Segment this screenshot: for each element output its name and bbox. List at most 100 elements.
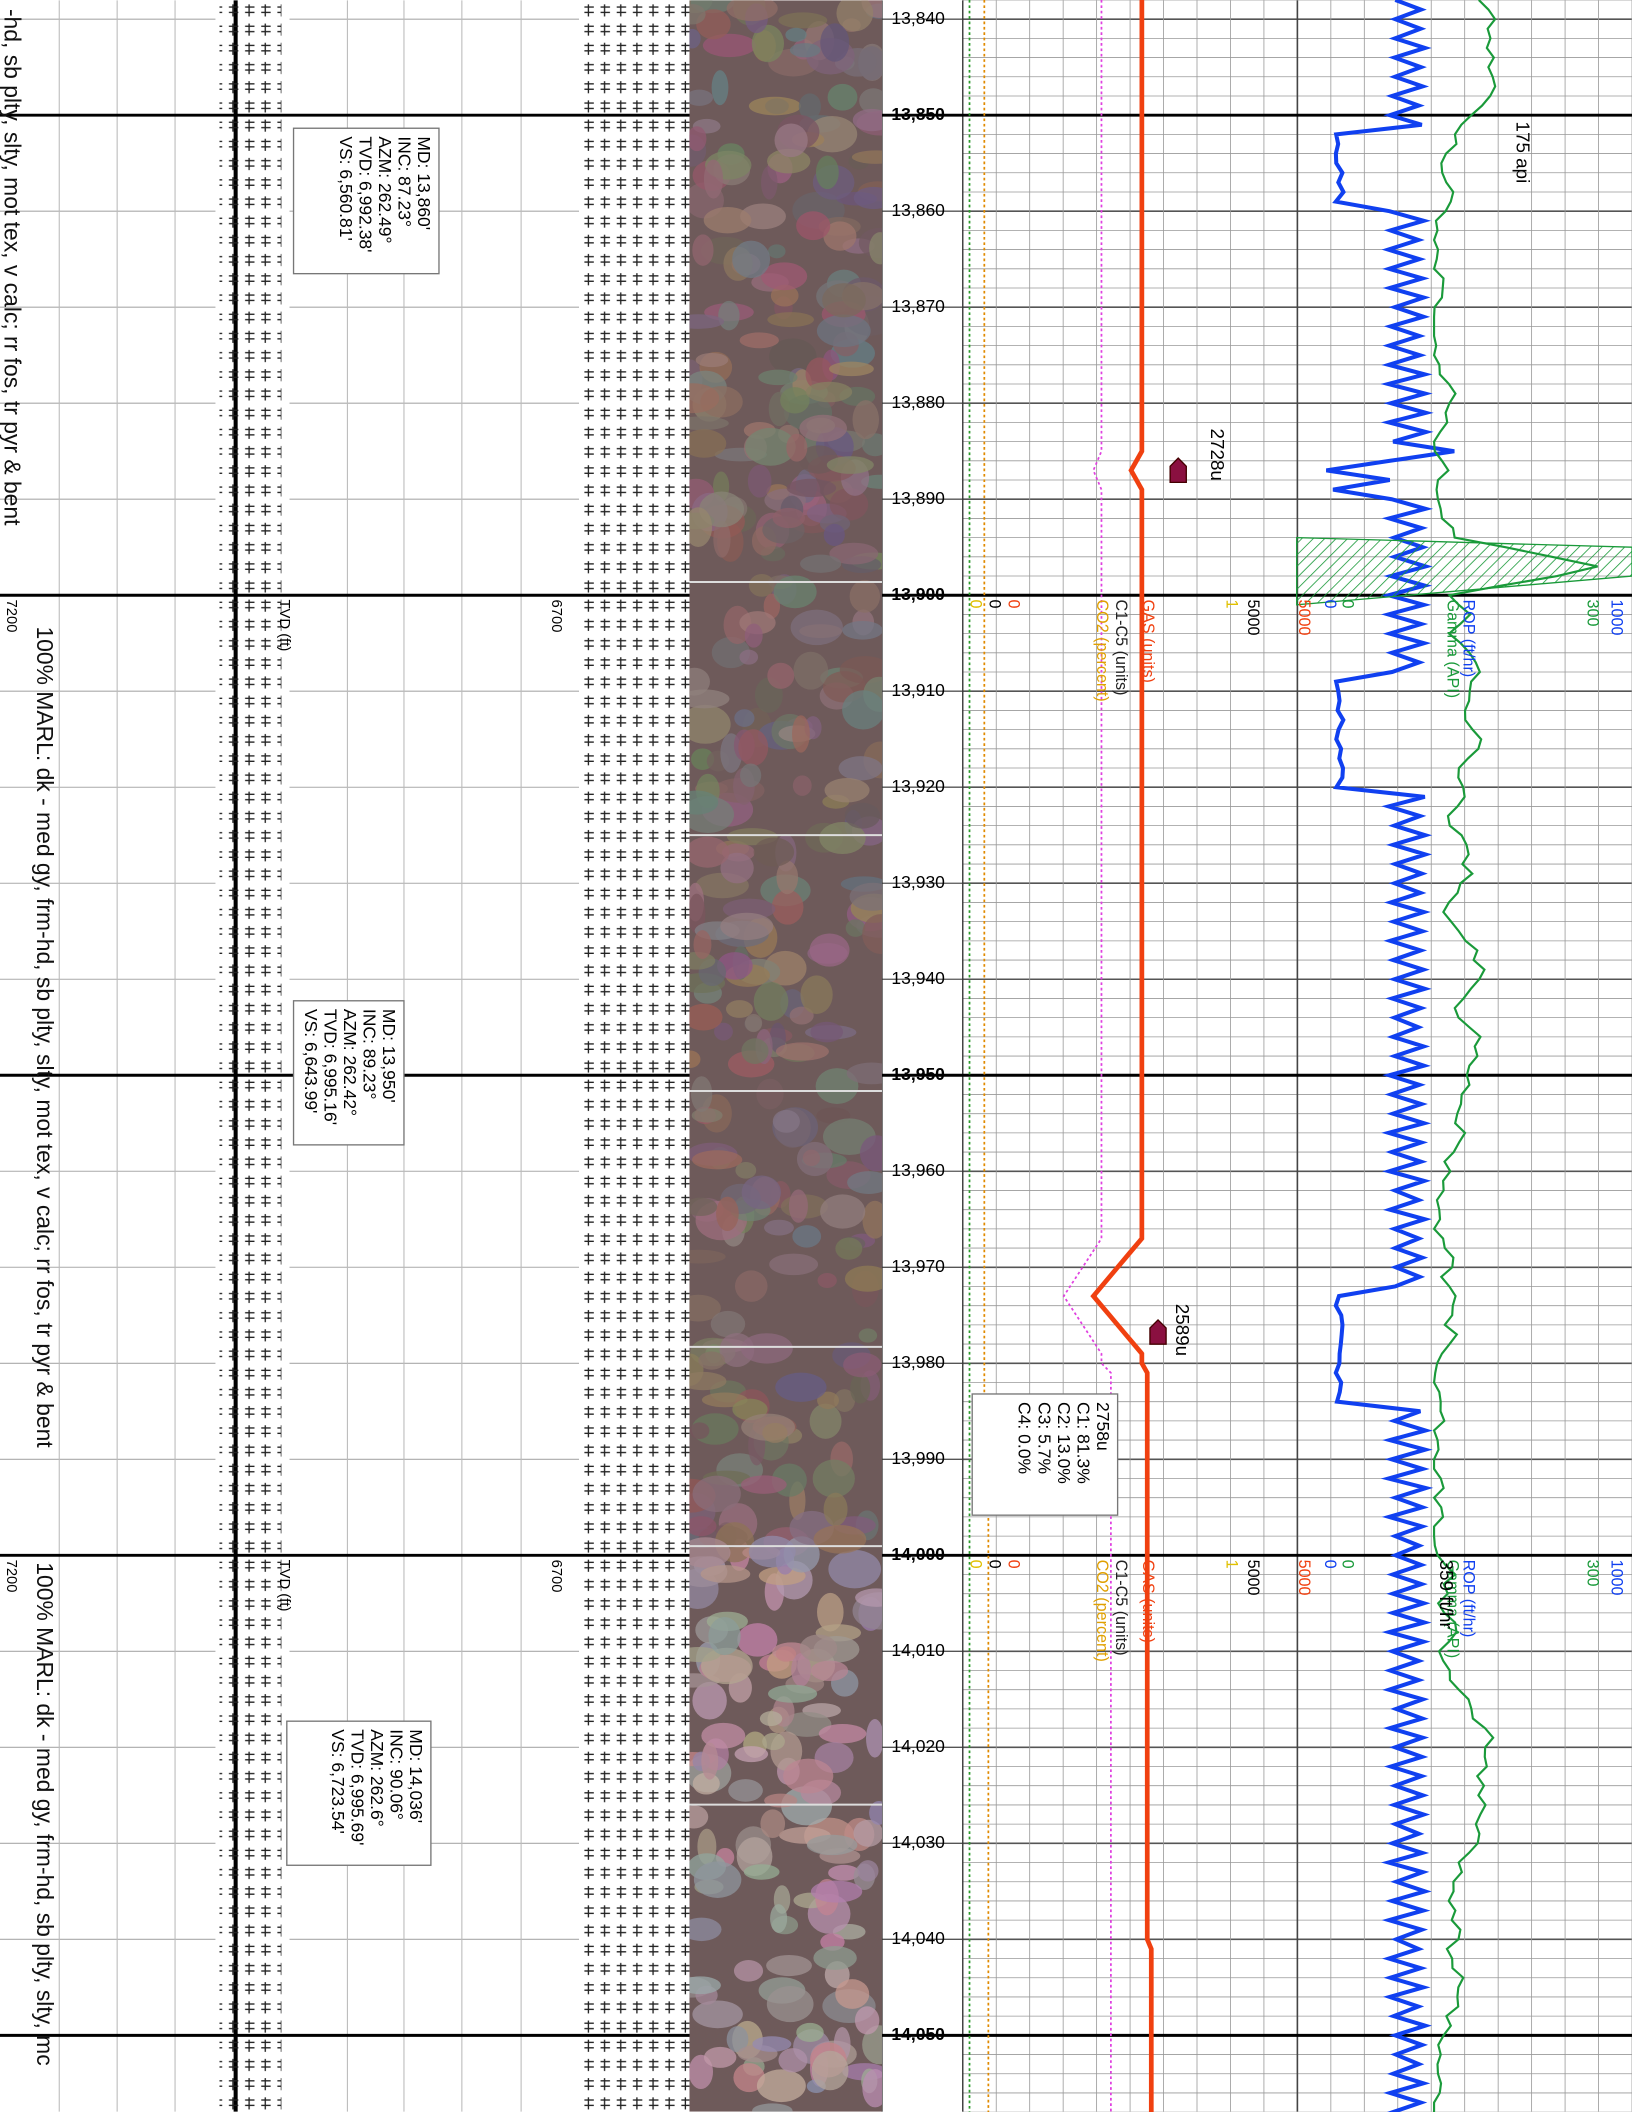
- survey-box-line: AZM: 262.49°: [375, 136, 395, 243]
- cuttings-photo: [689, 0, 882, 2112]
- cutting: [689, 893, 706, 934]
- survey-box-line: VS: 6,560.81': [336, 136, 356, 241]
- cutting: [819, 822, 866, 855]
- gas-composition-line: C2: 13.0%: [1054, 1402, 1074, 1484]
- cutting: [869, 232, 882, 265]
- lithology-description: 100% MARL: dk - med gy, frm-hd, sb plty,…: [32, 1562, 58, 2065]
- cutting: [775, 1372, 827, 1402]
- cutting: [689, 1646, 721, 1663]
- cutting: [810, 1660, 849, 1681]
- cutting: [740, 1475, 787, 1494]
- gamma-fill: [1296, 536, 1632, 606]
- cutting: [768, 1684, 818, 1703]
- survey-box-line: MD: 13,950': [379, 1009, 399, 1103]
- cutting: [698, 1351, 726, 1370]
- cutting: [855, 1588, 882, 1607]
- cutting: [693, 930, 712, 960]
- cutting: [775, 1646, 797, 1662]
- cutting: [769, 1253, 819, 1276]
- cutting: [738, 729, 769, 766]
- cutting: [763, 593, 781, 619]
- cutting: [852, 400, 880, 440]
- cutting: [805, 381, 853, 403]
- cutting: [772, 1109, 800, 1133]
- cutting: [854, 2006, 880, 2035]
- cutting: [833, 1389, 856, 1412]
- track-header: 5000: [1295, 1560, 1313, 1596]
- cutting: [689, 1805, 709, 1829]
- cutting: [737, 1623, 778, 1657]
- cutting: [823, 1492, 848, 1526]
- track-header: 1000: [1608, 1560, 1626, 1596]
- depth-label: 13,900: [891, 584, 945, 604]
- track-header: 0: [967, 600, 985, 609]
- cutting: [732, 240, 771, 279]
- cutting: [739, 332, 779, 349]
- depth-label: 13,960: [891, 1160, 945, 1180]
- cutting: [800, 554, 842, 573]
- cutting: [853, 186, 882, 210]
- cutting: [774, 123, 808, 158]
- cutting: [689, 28, 701, 49]
- depth-label: 13,970: [891, 1256, 945, 1276]
- cutting: [869, 1800, 882, 1825]
- cutting: [689, 383, 720, 414]
- cutting: [689, 1249, 726, 1264]
- trace-dotted: [983, 0, 990, 2112]
- cutting: [695, 352, 729, 368]
- survey-box-line: AZM: 262.42°: [340, 1009, 360, 1116]
- cutting: [689, 416, 729, 431]
- cutting: [689, 1197, 718, 1217]
- lithology-column: [219, 0, 282, 2112]
- cutting: [829, 542, 879, 565]
- cutting: [816, 314, 871, 348]
- depth-label: 13,990: [891, 1448, 945, 1468]
- cutting: [811, 2050, 849, 2091]
- cutting: [796, 211, 831, 241]
- track-header: 300: [1583, 1560, 1601, 1587]
- cutting: [799, 414, 847, 442]
- annotation: 2589u: [1172, 1304, 1193, 1356]
- track-header: 0: [1338, 600, 1356, 609]
- cutting: [728, 1779, 763, 1802]
- cutting: [756, 2069, 806, 2103]
- cutting: [745, 427, 796, 466]
- track-header: 5000: [1244, 1560, 1262, 1596]
- cutting: [810, 1880, 863, 1903]
- cutting: [844, 1265, 882, 1292]
- cutting: [835, 1979, 870, 2009]
- cutting: [810, 1021, 844, 1043]
- cutting: [716, 1196, 739, 1232]
- cutting: [823, 523, 845, 547]
- cutting: [793, 651, 829, 690]
- cutting: [761, 165, 778, 200]
- cutting: [859, 88, 882, 114]
- gas-composition-line: 2758u: [1093, 1402, 1113, 1451]
- cutting: [828, 1864, 860, 1881]
- depth-label: 13,860: [891, 200, 945, 220]
- cutting: [710, 1310, 746, 1338]
- survey-box-line: AZM: 262.6°: [367, 1729, 387, 1826]
- cutting: [740, 203, 786, 230]
- cutting: [740, 1333, 793, 1364]
- track-header: GAS (units): [1139, 600, 1157, 683]
- cutting: [857, 46, 882, 81]
- cutting: [692, 1475, 741, 1513]
- track-header: 0: [1004, 1560, 1022, 1569]
- cutting: [791, 1653, 812, 1687]
- cutting: [761, 262, 808, 291]
- cutting: [853, 1819, 882, 1847]
- cutting: [689, 126, 707, 152]
- survey-box-line: MD: 13,860': [414, 136, 434, 230]
- cutting: [718, 300, 740, 331]
- cutting: [767, 662, 795, 689]
- cutting: [785, 27, 807, 42]
- cutting: [800, 975, 833, 1014]
- gas-composition-frame: [971, 1393, 1119, 1516]
- track-header: 300: [1583, 600, 1601, 627]
- cutting: [690, 1076, 713, 1112]
- depth-label: 14,000: [891, 1544, 945, 1564]
- cutting: [759, 1711, 783, 1727]
- depth-label: 13,980: [891, 1352, 945, 1372]
